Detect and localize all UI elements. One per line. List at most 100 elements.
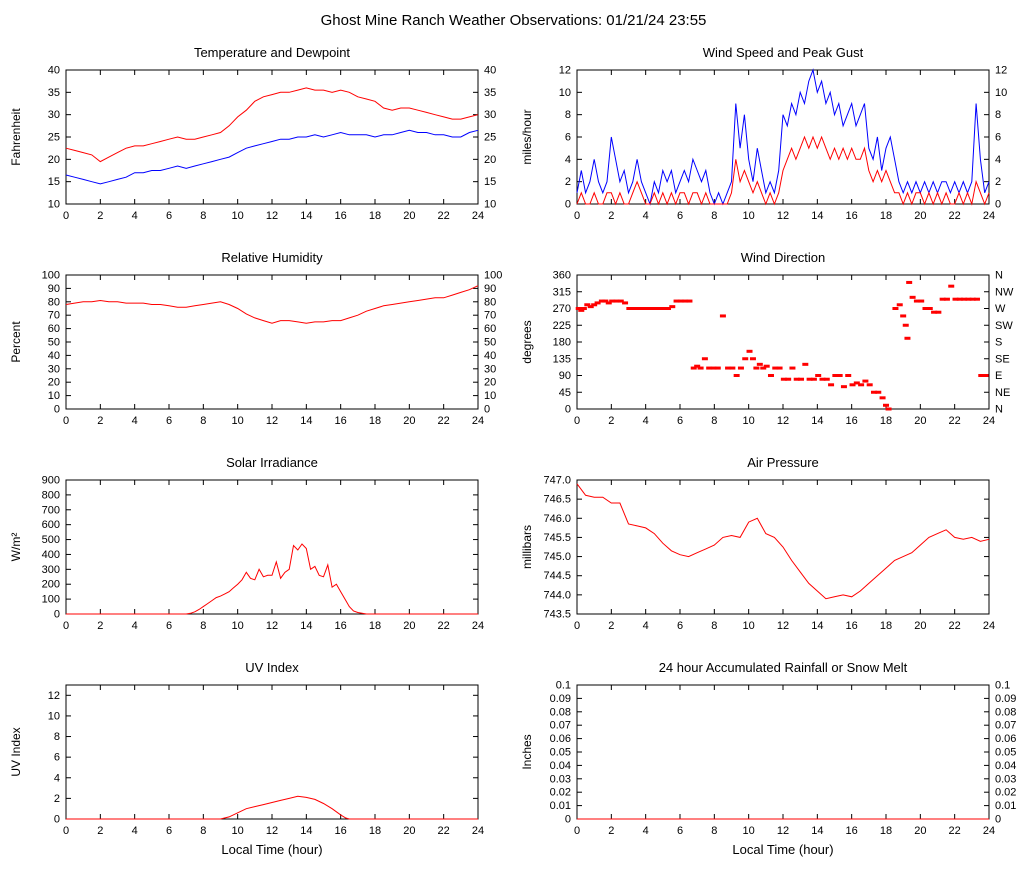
svg-text:22: 22 [948,415,960,427]
svg-text:20: 20 [914,210,926,222]
svg-text:22: 22 [437,825,449,837]
air-pressure-chart: 743.5 744.0 744.5 745.0 745.5 746.0 746.5 747.0… [517,452,1022,657]
svg-text:745.0: 745.0 [543,551,571,563]
svg-text:12: 12 [265,415,277,427]
svg-text:700: 700 [41,504,59,516]
svg-text:24: 24 [982,620,994,632]
svg-text:90: 90 [47,283,59,295]
svg-text:14: 14 [300,620,312,632]
svg-text:14: 14 [811,210,823,222]
svg-text:180: 180 [552,337,570,349]
svg-text:22: 22 [948,210,960,222]
svg-text:16: 16 [845,620,857,632]
svg-text:10: 10 [742,210,754,222]
svg-text:Relative Humidity: Relative Humidity [221,250,323,265]
svg-text:12: 12 [776,415,788,427]
relative-humidity-chart: 0 0 10 10 20 20 30 30 40 40 50 50 60 60 70 70 80 80 90 90 10… [6,247,511,452]
svg-text:8: 8 [564,109,570,121]
air-pressure-plot: 743.5 744.0 744.5 745.0 745.5 746.0 746.5 747.0… [520,455,995,632]
svg-text:10: 10 [742,620,754,632]
svg-text:20: 20 [914,415,926,427]
svg-text:360: 360 [552,270,570,282]
svg-text:SE: SE [995,353,1010,365]
svg-text:6: 6 [165,825,171,837]
svg-text:8: 8 [200,210,206,222]
svg-text:0: 0 [53,609,59,621]
svg-text:0: 0 [53,814,59,826]
svg-text:10: 10 [47,390,59,402]
svg-text:4: 4 [564,154,570,166]
svg-text:2: 2 [97,415,103,427]
page-title: Ghost Mine Ranch Weather Observations: 0… [320,12,707,29]
svg-text:16: 16 [845,415,857,427]
svg-text:degrees: degrees [520,320,534,363]
svg-text:2: 2 [608,620,614,632]
svg-text:4: 4 [131,415,137,427]
svg-text:743.5: 743.5 [543,609,571,621]
svg-text:0: 0 [62,620,68,632]
svg-text:20: 20 [47,154,59,166]
svg-text:6: 6 [676,620,682,632]
svg-text:10: 10 [47,199,59,211]
svg-text:W: W [995,303,1006,315]
svg-text:S: S [995,337,1002,349]
svg-text:25: 25 [47,132,59,144]
svg-text:4: 4 [131,210,137,222]
svg-text:2: 2 [608,415,614,427]
svg-text:24 hour Accumulated Rainfall o: 24 hour Accumulated Rainfall or Snow Mel… [658,660,907,675]
svg-text:6: 6 [165,415,171,427]
svg-text:8: 8 [200,825,206,837]
svg-text:Wind Direction: Wind Direction [740,250,825,265]
svg-text:SW: SW [995,320,1013,332]
svg-text:10: 10 [558,87,570,99]
svg-text:225: 225 [552,320,570,332]
svg-text:6: 6 [165,210,171,222]
svg-text:0: 0 [564,404,570,416]
svg-text:miles/hour: miles/hour [520,109,534,164]
svg-text:500: 500 [41,534,59,546]
svg-text:0: 0 [573,210,579,222]
svg-text:18: 18 [879,415,891,427]
svg-text:4: 4 [642,620,648,632]
svg-text:Inches: Inches [520,734,534,769]
svg-text:25: 25 [484,132,496,144]
svg-text:6: 6 [995,132,1001,144]
svg-text:4: 4 [642,210,648,222]
svg-text:0.09: 0.09 [549,693,570,705]
svg-text:Wind Speed and Peak Gust: Wind Speed and Peak Gust [702,45,863,60]
svg-text:15: 15 [484,176,496,188]
svg-text:0.03: 0.03 [995,773,1016,785]
svg-text:Temperature and Dewpoint: Temperature and Dewpoint [193,45,349,60]
svg-text:12: 12 [265,620,277,632]
svg-text:10: 10 [742,415,754,427]
svg-text:0.01: 0.01 [549,800,570,812]
svg-text:UV Index: UV Index [245,660,299,675]
svg-text:6: 6 [165,620,171,632]
svg-text:0.04: 0.04 [995,760,1016,772]
wind-direction-chart: 0 N 45 NE 90 E 135 SE 180 S 225 SW 270 W 315 NW 360 N 0 2 4 6… [517,247,1022,452]
svg-text:10: 10 [484,199,496,211]
svg-text:8: 8 [995,109,1001,121]
uv-index-chart: 0 2 4 6 8 10 12 0 2 4 6 8 10 12 14 16 18 20 22 24 UV Index UV… [6,657,511,862]
svg-text:18: 18 [879,825,891,837]
svg-text:24: 24 [471,415,483,427]
svg-text:0.06: 0.06 [549,733,570,745]
svg-text:80: 80 [484,296,496,308]
svg-text:20: 20 [484,154,496,166]
svg-text:14: 14 [811,415,823,427]
svg-text:0.02: 0.02 [995,787,1016,799]
wind-speed-gust-chart: 0 0 2 2 4 4 6 6 8 8 10 10 12 12 0 2 4 6 8 10 12 14 16 18 20 22 24 W… [517,42,1022,247]
svg-text:10: 10 [47,710,59,722]
svg-text:10: 10 [231,620,243,632]
svg-text:Local Time (hour): Local Time (hour) [732,842,833,857]
svg-text:45: 45 [558,387,570,399]
svg-text:NE: NE [995,387,1010,399]
svg-text:2: 2 [97,620,103,632]
svg-text:12: 12 [776,210,788,222]
svg-text:100: 100 [41,594,59,606]
svg-text:10: 10 [231,210,243,222]
